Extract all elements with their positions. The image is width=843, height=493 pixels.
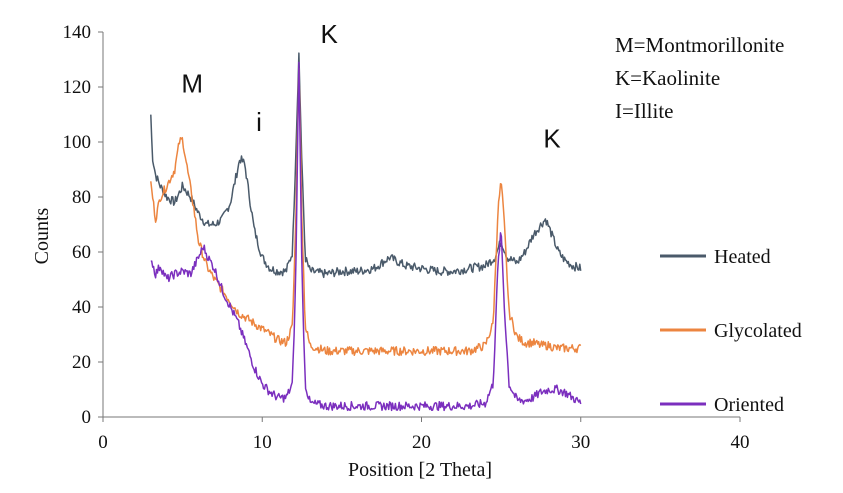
y-axis-label: Counts — [31, 207, 53, 264]
key-box: M=Montmorillonite K=Kaolinite I=Illite — [615, 33, 784, 123]
peak-label: M — [181, 69, 203, 99]
x-tick-label: 10 — [253, 432, 272, 453]
y-tick-label: 20 — [72, 352, 91, 373]
series-layer — [150, 52, 582, 412]
x-tick-label: 0 — [98, 432, 108, 453]
legend-label-heated: Heated — [714, 246, 771, 268]
peak-label: K — [543, 124, 561, 154]
x-tick-label: 20 — [412, 432, 431, 453]
series-line-glycolated — [150, 67, 582, 357]
series-line-oriented — [150, 61, 582, 412]
axes-layer: 0 20 40 60 80 100 120 140 0 10 20 30 40 — [63, 22, 750, 453]
key-text-illite: I=Illite — [615, 99, 674, 123]
y-tick-label: 100 — [63, 132, 92, 153]
x-tick-label: 30 — [571, 432, 590, 453]
key-text-kaolinite: K=Kaolinite — [615, 66, 720, 90]
y-tick-label: 60 — [72, 242, 91, 263]
legend-label-oriented: Oriented — [714, 394, 784, 416]
peak-label: K — [320, 19, 338, 49]
peak-label: i — [256, 107, 262, 137]
x-tick-label: 40 — [731, 432, 750, 453]
legend: Heated Glycolated Oriented — [660, 246, 802, 416]
key-text-montmorillonite: M=Montmorillonite — [615, 33, 784, 57]
series-line-heated — [150, 52, 582, 279]
y-tick-label: 40 — [72, 297, 91, 318]
y-tick-label: 80 — [72, 187, 91, 208]
legend-label-glycolated: Glycolated — [714, 320, 802, 342]
y-tick-label: 0 — [82, 407, 92, 428]
y-tick-label: 120 — [63, 77, 92, 98]
annotation-layer: Mi K K — [181, 19, 561, 154]
legend-item-oriented: Oriented — [660, 394, 784, 416]
legend-item-heated: Heated — [660, 246, 771, 268]
y-tick-label: 140 — [63, 22, 92, 43]
x-axis-label: Position [2 Theta] — [348, 459, 492, 481]
legend-item-glycolated: Glycolated — [660, 320, 802, 342]
